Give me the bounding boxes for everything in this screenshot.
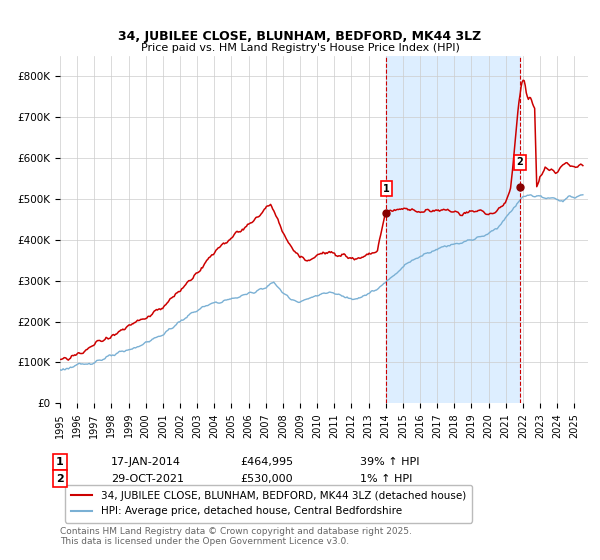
Text: 39% ↑ HPI: 39% ↑ HPI — [360, 457, 419, 467]
Text: 34, JUBILEE CLOSE, BLUNHAM, BEDFORD, MK44 3LZ: 34, JUBILEE CLOSE, BLUNHAM, BEDFORD, MK4… — [118, 30, 482, 43]
Text: 2: 2 — [56, 474, 64, 484]
Legend: 34, JUBILEE CLOSE, BLUNHAM, BEDFORD, MK44 3LZ (detached house), HPI: Average pri: 34, JUBILEE CLOSE, BLUNHAM, BEDFORD, MK4… — [65, 485, 472, 522]
Text: 1: 1 — [56, 457, 64, 467]
Text: 1: 1 — [383, 184, 390, 194]
Text: 29-OCT-2021: 29-OCT-2021 — [111, 474, 184, 484]
Text: 17-JAN-2014: 17-JAN-2014 — [111, 457, 181, 467]
Text: 1% ↑ HPI: 1% ↑ HPI — [360, 474, 412, 484]
Text: Price paid vs. HM Land Registry's House Price Index (HPI): Price paid vs. HM Land Registry's House … — [140, 43, 460, 53]
Bar — [386, 56, 520, 403]
Text: £464,995: £464,995 — [240, 457, 293, 467]
Text: £530,000: £530,000 — [240, 474, 293, 484]
Text: Contains HM Land Registry data © Crown copyright and database right 2025.
This d: Contains HM Land Registry data © Crown c… — [60, 526, 412, 546]
Text: 2: 2 — [517, 157, 523, 167]
